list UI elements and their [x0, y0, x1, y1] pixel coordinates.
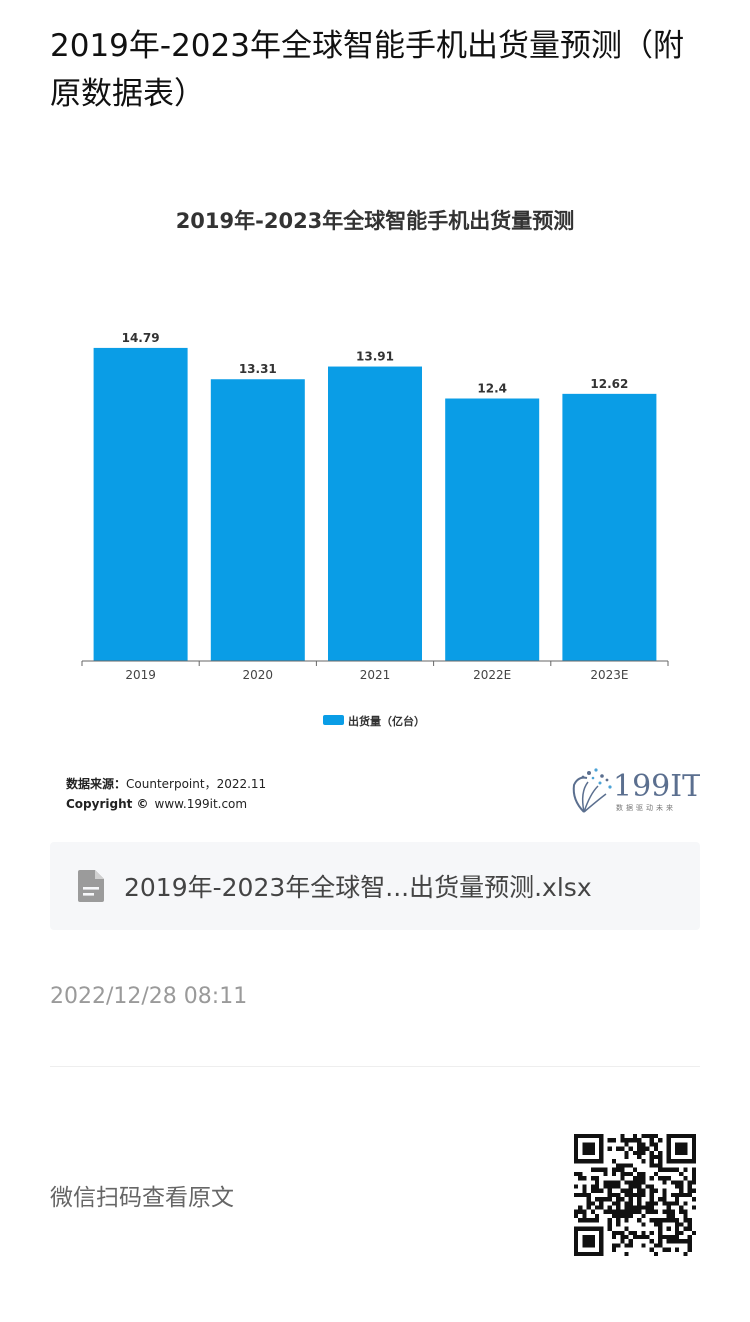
bar-2022E	[445, 398, 540, 661]
attachment-filename[interactable]: 2019年-2023年全球智...出货量预测.xlsx	[124, 873, 592, 902]
brand-tagline: 数据驱动未来	[616, 803, 676, 812]
source-label: 数据来源：	[66, 776, 126, 791]
document-icon	[78, 870, 104, 902]
chart-title: 2019年-2023年全球智能手机出货量预测	[176, 209, 575, 233]
qr-code	[574, 1134, 696, 1256]
divider	[50, 1066, 700, 1067]
copyright-line: Copyright © www.199it.com	[66, 797, 247, 811]
data-label-2021: 13.91	[356, 350, 394, 364]
brand-logo: 199IT 数据驱动未来	[572, 768, 700, 813]
source-value: Counterpoint，2022.11	[126, 777, 266, 791]
data-label-2023E: 12.62	[590, 377, 628, 391]
legend: 出货量（亿台）	[323, 714, 425, 728]
scan-prompt: 微信扫码查看原文	[50, 1185, 234, 1211]
x-ticks-group: 2019 2020 2021 2022E 2023E	[81, 661, 669, 682]
chart-image: 2019年-2023年全球智能手机出货量预测 14.79 13.31 13.91 12…	[50, 180, 700, 830]
brand-dandelion-icon	[572, 768, 612, 813]
legend-swatch	[323, 715, 344, 725]
copyright-value: www.199it.com	[155, 797, 248, 811]
publish-timestamp: 2022/12/28 08:11	[50, 984, 248, 1009]
data-labels-group: 14.79 13.31 13.91 12.4 12.62	[122, 331, 629, 396]
legend-label: 出货量（亿台）	[348, 714, 425, 728]
data-label-2020: 13.31	[239, 362, 277, 376]
data-label-2022E: 12.4	[477, 382, 507, 396]
bar-2023E	[562, 393, 657, 661]
copyright-label: Copyright ©	[66, 797, 149, 811]
attachment-card[interactable]: 2019年-2023年全球智...出货量预测.xlsx	[50, 842, 700, 930]
bars-group	[93, 347, 657, 661]
x-tick-2023E: 2023E	[590, 668, 628, 682]
source-block: 数据来源：Counterpoint，2022.11 Copyright © www…	[66, 776, 266, 811]
bar-2021	[328, 366, 422, 661]
data-label-2019: 14.79	[122, 331, 160, 345]
bar-chart: 2019年-2023年全球智能手机出货量预测 14.79 13.31 13.91 12…	[66, 209, 700, 813]
page-title: 2019年-2023年全球智能手机出货量预测（附原数据表）	[50, 28, 684, 112]
x-tick-2020: 2020	[243, 668, 274, 682]
x-tick-2022E: 2022E	[473, 668, 511, 682]
bar-2020	[210, 379, 305, 661]
brand-name: 199IT	[613, 769, 700, 804]
x-tick-2021: 2021	[360, 668, 391, 682]
bar-2019	[93, 347, 188, 661]
x-tick-2019: 2019	[125, 668, 156, 682]
source-line: 数据来源：Counterpoint，2022.11	[66, 776, 266, 791]
